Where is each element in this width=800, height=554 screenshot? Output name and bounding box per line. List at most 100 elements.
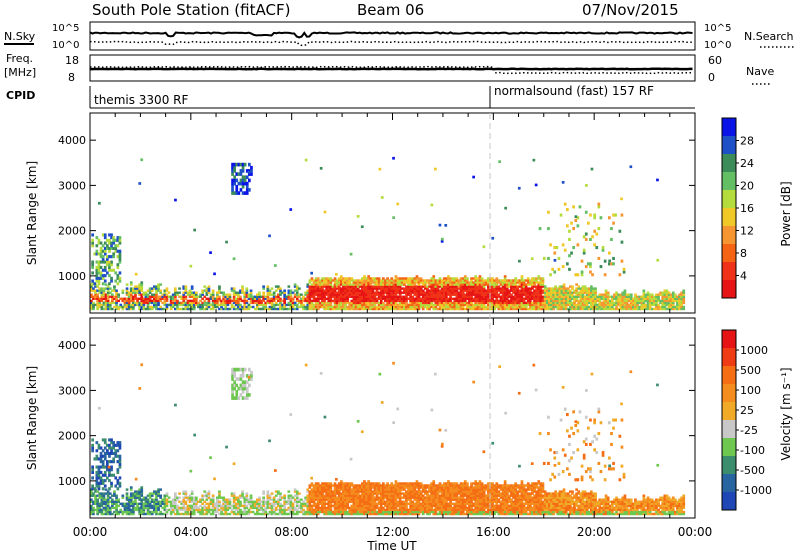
velocity-cell <box>272 504 276 508</box>
velocity-cell <box>363 494 366 497</box>
power-cell <box>239 289 242 292</box>
power-cell <box>262 299 265 303</box>
velocity-cell <box>113 510 116 514</box>
velocity-cell <box>333 496 337 499</box>
power-cell <box>182 285 186 288</box>
velocity-cell <box>340 486 343 489</box>
velocity-cell <box>316 504 320 508</box>
velocity-cell <box>104 502 108 505</box>
power-cell <box>104 293 108 296</box>
power-cell <box>545 291 549 294</box>
power-cell <box>560 287 564 290</box>
velocity-cell <box>92 502 95 505</box>
power-cell <box>629 307 633 311</box>
velocity-cell <box>396 508 400 512</box>
velocity-cell <box>174 500 177 503</box>
power-cell <box>583 305 587 309</box>
velocity-cell <box>232 500 236 503</box>
power-cell <box>493 291 496 294</box>
power-cell <box>438 301 442 305</box>
velocity-cell <box>308 502 312 505</box>
power-cell <box>541 279 545 282</box>
power-cell <box>428 307 431 311</box>
power-cell <box>352 291 356 294</box>
power-cell <box>346 293 349 296</box>
velocity-cell <box>209 502 213 505</box>
velocity-cell <box>150 498 154 501</box>
velocity-cell <box>121 496 125 499</box>
power-cell <box>503 303 507 307</box>
power-cell <box>520 307 524 311</box>
velocity-cell <box>365 486 368 489</box>
power-cell <box>115 295 118 298</box>
power-cell <box>543 305 547 309</box>
power-cell <box>344 301 347 305</box>
power-cell <box>369 281 373 284</box>
power-cell <box>287 301 291 305</box>
velocity-cell <box>157 490 160 493</box>
power-cell <box>369 289 373 292</box>
velocity-cell <box>352 486 356 489</box>
velocity-cell <box>216 502 219 505</box>
power-cell <box>169 303 173 307</box>
power-cell <box>169 307 173 311</box>
power-cell <box>445 289 448 292</box>
power-cell <box>115 291 118 294</box>
velocity-cell <box>379 492 383 495</box>
power-cell <box>241 299 244 303</box>
power-cell <box>426 295 429 298</box>
velocity-cell <box>300 506 303 510</box>
power-cell <box>310 301 314 305</box>
velocity-cell <box>337 502 341 505</box>
velocity-cell <box>115 496 118 499</box>
power-cell <box>94 293 97 296</box>
velocity-cell <box>203 508 207 512</box>
velocity-cell <box>308 484 312 487</box>
power-cell <box>405 301 408 305</box>
power-cell <box>646 307 650 311</box>
power-cell <box>434 295 438 298</box>
power-cell <box>335 303 339 307</box>
power-cell <box>103 265 107 269</box>
power-cell <box>620 213 624 217</box>
power-cell <box>346 295 349 298</box>
power-cell <box>226 299 230 303</box>
power-cell <box>171 301 175 305</box>
power-cell <box>96 303 99 307</box>
velocity-cell <box>379 500 383 503</box>
power-cell <box>407 297 410 300</box>
power-cell <box>148 299 152 303</box>
power-cell <box>426 301 429 305</box>
power-cell <box>224 305 228 309</box>
power-cell <box>581 295 585 298</box>
power-cell <box>228 297 232 300</box>
power-cell <box>352 301 356 305</box>
velocity-cell <box>207 494 211 497</box>
power-cell <box>394 307 398 311</box>
power-cell <box>140 297 144 300</box>
power-cell <box>597 256 601 260</box>
power-cell <box>636 297 639 300</box>
velocity-cell <box>384 500 387 503</box>
power-cell <box>434 281 438 284</box>
power-cell <box>167 291 171 294</box>
power-cell <box>428 283 431 286</box>
power-cell <box>533 295 536 298</box>
velocity-cell <box>113 502 116 505</box>
power-cell <box>392 299 396 303</box>
velocity-cell <box>140 512 144 516</box>
power-cell <box>491 307 494 311</box>
velocity-cell <box>382 506 385 510</box>
power-cell <box>403 305 406 309</box>
velocity-cell <box>388 496 391 499</box>
power-cell <box>358 305 362 309</box>
velocity-cell <box>176 506 179 510</box>
velocity-cell <box>344 486 347 489</box>
power-cell <box>382 303 385 307</box>
velocity-cell <box>243 506 247 510</box>
power-cell <box>512 285 515 288</box>
power-cell <box>522 285 526 288</box>
power-cell <box>176 293 179 296</box>
power-cell <box>522 307 526 311</box>
power-cell <box>165 307 169 311</box>
